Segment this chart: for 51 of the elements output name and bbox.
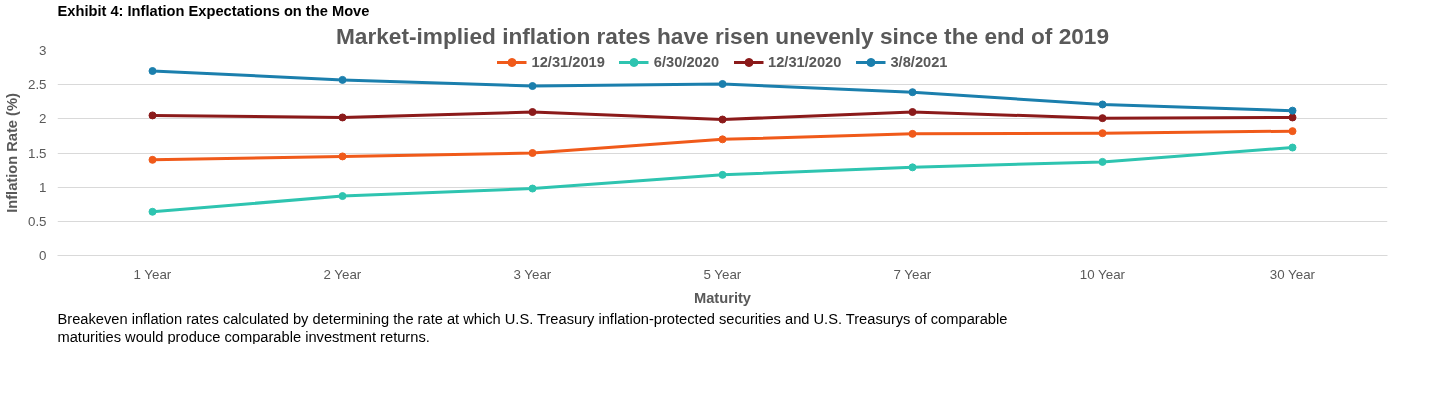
x-tick-label: 7 Year bbox=[893, 266, 932, 282]
x-axis-title: Maturity bbox=[694, 289, 752, 306]
point bbox=[1288, 106, 1297, 115]
point bbox=[908, 163, 917, 172]
x-tick-label: 30 Year bbox=[1269, 266, 1316, 282]
point bbox=[908, 108, 917, 116]
legend-label: 6/30/2020 bbox=[653, 54, 720, 70]
x-tick-label: 3 Year bbox=[513, 266, 552, 282]
y-axis-title: Inflation Rate (%) bbox=[3, 93, 20, 213]
point bbox=[528, 82, 537, 91]
y-tick-label: 0 bbox=[39, 248, 47, 263]
point bbox=[528, 108, 537, 116]
x-tick-label: 2 Year bbox=[323, 266, 362, 282]
point bbox=[528, 149, 537, 157]
legend-label: 12/31/2019 bbox=[531, 54, 605, 70]
text: Breakeven inflation rates calculated by determining the rate at which U.S. Treasury inflation-protected securities and U.S. Treasurys of comparable maturities would produce comparable investment returns. bbox=[57, 310, 1008, 345]
point bbox=[718, 135, 727, 144]
point bbox=[148, 207, 157, 216]
point bbox=[1288, 113, 1297, 122]
text: Exhibit 4: Inflation Expectations on the Move bbox=[57, 2, 370, 19]
point bbox=[148, 67, 157, 75]
point bbox=[528, 184, 537, 193]
point bbox=[718, 79, 727, 88]
point bbox=[1098, 114, 1107, 123]
point bbox=[338, 192, 347, 201]
point bbox=[908, 129, 917, 138]
point bbox=[1098, 129, 1107, 138]
y-tick-label: 2.5 bbox=[27, 77, 47, 93]
point bbox=[1098, 157, 1107, 166]
point bbox=[148, 155, 157, 164]
y-tick-label: 1.5 bbox=[27, 145, 47, 161]
point bbox=[1288, 143, 1297, 152]
legend-label: 3/8/2021 bbox=[890, 54, 948, 70]
y-tick-label: 0.5 bbox=[27, 213, 47, 229]
point bbox=[148, 111, 157, 120]
point bbox=[1288, 127, 1297, 136]
point bbox=[338, 75, 347, 84]
y-tick-label: 3 bbox=[39, 43, 47, 58]
legend-label: 12/31/2020 bbox=[768, 54, 842, 70]
y-tick-label: 1 bbox=[39, 179, 47, 195]
x-tick-label: 5 Year bbox=[703, 266, 742, 282]
chart-title: Market-implied inflation rates have risen unevenly since the end of 2019 bbox=[335, 22, 1110, 49]
y-tick-label: 2 bbox=[39, 111, 47, 127]
point bbox=[718, 170, 727, 179]
point bbox=[338, 113, 347, 122]
point bbox=[1098, 100, 1107, 109]
point bbox=[718, 115, 727, 124]
point bbox=[338, 152, 347, 161]
point bbox=[908, 88, 917, 97]
x-tick-label: 1 Year bbox=[133, 266, 172, 282]
x-tick-label: 10 Year bbox=[1079, 266, 1126, 282]
